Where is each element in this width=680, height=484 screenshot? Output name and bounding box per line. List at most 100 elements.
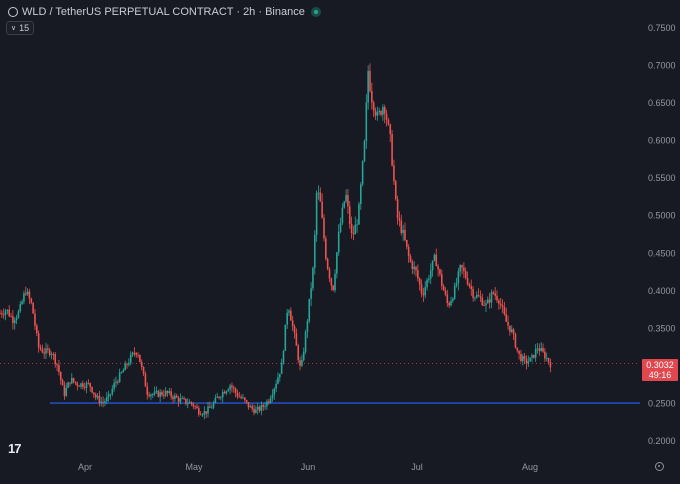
- candle-body: [367, 71, 369, 103]
- candle-body: [452, 298, 454, 301]
- candle-body: [104, 401, 106, 403]
- candle-body: [258, 406, 261, 411]
- candle-body: [485, 303, 487, 306]
- candle-body: [523, 356, 526, 359]
- candle-body: [339, 222, 342, 232]
- price-tick-label: 0.7500: [648, 23, 676, 33]
- price-tick-label: 0.7000: [648, 61, 676, 71]
- candle-body: [218, 396, 220, 398]
- candle-body: [96, 395, 99, 398]
- candle-body: [461, 265, 463, 268]
- candle-body: [80, 383, 82, 387]
- candle-body: [100, 401, 103, 403]
- price-tick-label: 0.2500: [648, 398, 676, 408]
- candle-body: [505, 314, 508, 322]
- candle-body: [337, 231, 340, 253]
- candle-body: [429, 270, 432, 279]
- candle-body: [87, 382, 90, 384]
- candle-body: [487, 299, 489, 304]
- candle-body: [433, 254, 436, 261]
- candle-body: [148, 394, 150, 397]
- candle-body: [501, 304, 504, 308]
- candle-body: [115, 381, 117, 384]
- symbol-logo-icon: [8, 7, 18, 17]
- candle-body: [363, 140, 366, 162]
- candle-body: [194, 406, 196, 408]
- candle-body: [32, 302, 34, 314]
- candle-body: [231, 385, 233, 388]
- candle-body: [17, 311, 20, 318]
- candle-body: [113, 383, 115, 389]
- candle-body: [247, 402, 250, 408]
- candle-body: [417, 270, 419, 279]
- candle-body: [223, 392, 226, 394]
- candle-body: [407, 246, 410, 257]
- candle-body: [481, 297, 484, 306]
- candle-body: [545, 358, 548, 359]
- candle-body: [192, 403, 195, 407]
- candle-body: [242, 397, 244, 399]
- candle-body: [266, 401, 268, 407]
- candle-body: [440, 274, 443, 286]
- candle-body: [21, 301, 23, 305]
- candle-body: [139, 354, 141, 363]
- candle-body: [483, 305, 485, 306]
- indicators-toggle-button[interactable]: ∨ 15: [6, 21, 35, 35]
- candle-body: [142, 366, 145, 374]
- candle-body: [234, 388, 237, 393]
- candle-body: [330, 278, 333, 286]
- price-axis[interactable]: 0.20000.25000.30000.35000.40000.45000.50…: [648, 23, 676, 446]
- candle-body: [372, 102, 375, 111]
- candle-body: [394, 181, 397, 200]
- candle-body: [216, 396, 219, 398]
- candle-body: [255, 409, 257, 414]
- price-tick-label: 0.5500: [648, 173, 676, 183]
- candle-body: [2, 314, 5, 316]
- candle-body: [516, 347, 519, 351]
- candle-body: [282, 350, 285, 363]
- candle-body: [83, 387, 86, 388]
- symbol-title: WLD / TetherUS PERPETUAL CONTRACT · 2h ·…: [22, 6, 305, 18]
- candle-body: [527, 361, 530, 364]
- candle-body: [245, 400, 248, 403]
- candle-body: [122, 370, 125, 373]
- price-tick-label: 0.6500: [648, 98, 676, 108]
- candle-body: [472, 288, 474, 298]
- candle-body: [507, 321, 509, 326]
- candle-body: [155, 391, 158, 392]
- symbol-header[interactable]: WLD / TetherUS PERPETUAL CONTRACT · 2h ·…: [8, 5, 321, 19]
- candle-body: [164, 391, 167, 396]
- candle-body: [146, 386, 149, 395]
- candle-body: [450, 300, 452, 306]
- candle-body: [463, 267, 465, 272]
- candle-body: [1, 313, 3, 315]
- candle-body: [48, 349, 51, 355]
- candle-body: [166, 391, 169, 393]
- candle-body: [424, 287, 427, 296]
- candle-body: [321, 201, 323, 218]
- candle-body: [198, 408, 200, 415]
- candle-body: [374, 110, 377, 116]
- candle-body: [365, 102, 368, 141]
- candle-body: [220, 397, 222, 399]
- candle-body: [466, 278, 469, 285]
- candle-body: [23, 293, 25, 302]
- tradingview-logo[interactable]: 17: [8, 441, 22, 456]
- candle-body: [232, 387, 235, 389]
- candle-body: [65, 387, 68, 396]
- candle-body: [359, 184, 362, 205]
- candle-body: [404, 229, 406, 241]
- candle-body: [244, 397, 246, 401]
- candle-body: [0, 313, 1, 315]
- candle-body: [498, 300, 500, 304]
- candle-body: [150, 394, 152, 397]
- indicator-count: 15: [19, 23, 30, 33]
- candle-body: [174, 395, 176, 400]
- settings-icon[interactable]: [655, 462, 664, 471]
- candle-body: [170, 391, 172, 397]
- time-axis[interactable]: Apr May Jun Jul Aug: [78, 462, 538, 472]
- candle-body: [446, 294, 449, 304]
- candle-body: [393, 165, 395, 182]
